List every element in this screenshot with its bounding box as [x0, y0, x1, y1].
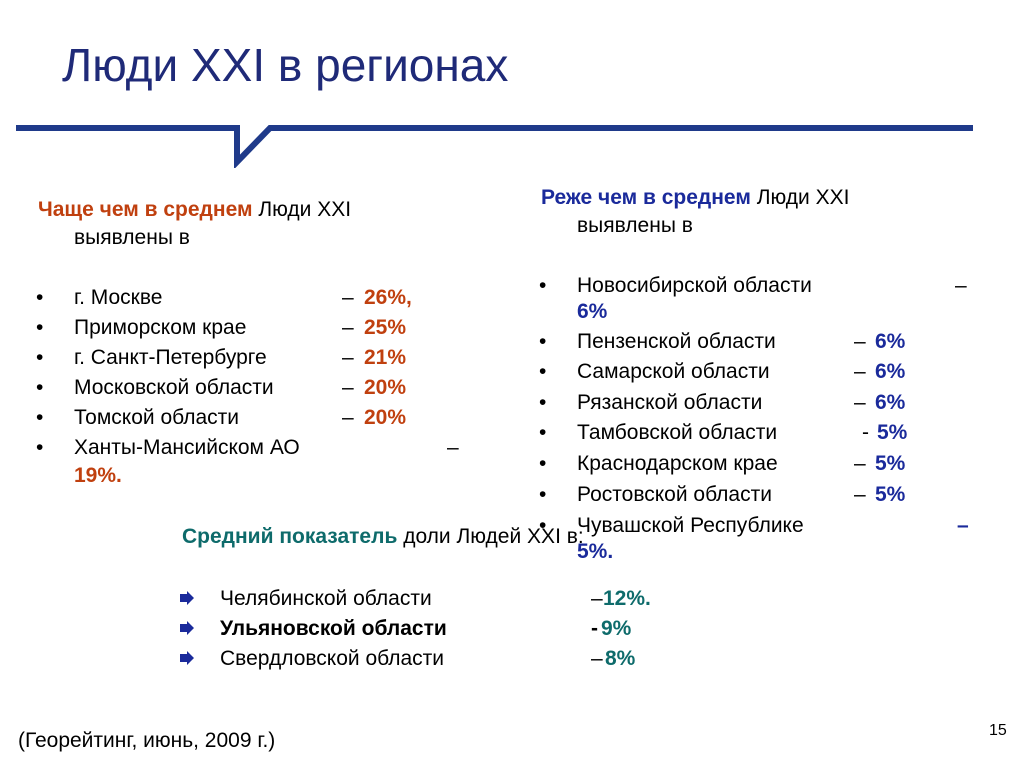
- list-item-value: 25%: [364, 316, 407, 339]
- list-item-dash: -: [591, 617, 598, 640]
- right-heading-rest: Люди XXI: [750, 186, 850, 209]
- title-divider: [16, 125, 973, 168]
- slide-title: Люди XXI в регионах: [62, 39, 509, 91]
- list-bullet: •: [36, 436, 44, 459]
- left-heading-line2: выявлены в: [74, 226, 190, 249]
- list-item-value: 6%: [875, 391, 906, 414]
- list-bullet: •: [36, 316, 44, 339]
- list-item-dash: –: [854, 391, 866, 414]
- list-item-name: Ханты-Мансийском АО: [74, 436, 300, 459]
- list-item-value: 5%: [875, 452, 906, 475]
- right-heading-line2: выявлены в: [577, 214, 693, 237]
- list-item-name: Московской области: [74, 376, 274, 399]
- list-item-dash: –: [955, 274, 967, 297]
- list-bullet: •: [539, 330, 547, 353]
- list-bullet: •: [539, 391, 547, 414]
- list-item-name: Свердловской области: [220, 647, 445, 670]
- list-item-value: 5%: [875, 483, 906, 506]
- middle-heading: Средний показатель доли Людей XXI в:: [182, 522, 584, 552]
- list-item-name: Самарской области: [577, 360, 770, 383]
- list-item-name: Ульяновской области: [220, 617, 447, 640]
- list-item-dash: –: [342, 286, 354, 309]
- list-item-name: Челябинской области: [220, 587, 432, 610]
- list-bullet: •: [539, 421, 547, 444]
- list-item-name: Новосибирской области: [577, 274, 812, 297]
- list-item-value: 8%: [605, 647, 636, 670]
- arrow-bullet-icon: [180, 591, 194, 605]
- list-item-name: г. Санкт-Петербурге: [74, 346, 267, 369]
- arrow-bullet-icon: [180, 621, 194, 635]
- list-item-value: 21%: [364, 346, 407, 369]
- list-item-name: Тамбовской области: [577, 421, 778, 444]
- list-item-name: Томской области: [74, 406, 240, 429]
- source-note: (Георейтинг, июнь, 2009 г.): [18, 729, 276, 752]
- list-item-dash: -: [862, 421, 869, 444]
- list-item-value: 20%: [364, 376, 407, 399]
- left-heading-bold: Чаще чем в среднем: [38, 198, 253, 221]
- list-item-value: 9%: [601, 617, 632, 640]
- list-item-dash: –: [342, 376, 354, 399]
- list-item-value: 19%.: [74, 464, 122, 487]
- list-item-dash: –: [342, 406, 354, 429]
- list-item-dash: –: [342, 316, 354, 339]
- list-item-name: Рязанской области: [577, 391, 763, 414]
- list-bullet: •: [539, 514, 547, 537]
- middle-heading-bold: Средний показатель: [182, 525, 398, 548]
- list-bullet: •: [36, 346, 44, 369]
- list-item-value: 26%,: [364, 286, 412, 309]
- right-heading-bold: Реже чем в среднем: [541, 186, 751, 209]
- list-item-dash: –: [342, 346, 354, 369]
- middle-heading-rest: доли Людей XXI в:: [397, 525, 584, 548]
- list-item-name: Пензенской области: [577, 330, 776, 353]
- list-item-value: 6%: [577, 300, 608, 323]
- list-item-name: Краснодарском крае: [577, 452, 778, 475]
- list-item-dash: –: [591, 647, 603, 670]
- list-bullet: •: [36, 406, 44, 429]
- list-item-value: 12%.: [603, 587, 651, 610]
- list-item-value: 20%: [364, 406, 407, 429]
- list-item-dash: –: [854, 360, 866, 383]
- list-bullet: •: [539, 360, 547, 383]
- list-item-name: г. Москве: [74, 286, 163, 309]
- list-item-dash: –: [447, 436, 459, 459]
- left-heading-rest: Люди XXI: [252, 198, 352, 221]
- list-bullet: •: [539, 274, 547, 297]
- list-bullet: •: [539, 452, 547, 475]
- list-item-value: 5%.: [577, 540, 614, 563]
- list-bullet: •: [36, 376, 44, 399]
- page-number: 15: [989, 722, 1007, 739]
- right-heading: Реже чем в среднем Люди XXI: [541, 183, 849, 213]
- list-item-name: Приморском крае: [74, 316, 247, 339]
- list-item-value: 6%: [875, 360, 906, 383]
- list-item-dash: –: [957, 514, 969, 537]
- list-item-dash: –: [591, 587, 603, 610]
- list-item-name: Ростовской области: [577, 483, 772, 506]
- list-item-dash: –: [854, 330, 866, 353]
- left-heading: Чаще чем в среднем Люди XXI: [38, 195, 351, 225]
- arrow-bullet-icon: [180, 651, 194, 665]
- list-bullet: •: [539, 483, 547, 506]
- list-item-name: Чувашской Республике: [577, 514, 804, 537]
- list-item-dash: –: [854, 483, 866, 506]
- list-bullet: •: [36, 286, 44, 309]
- list-item-dash: –: [854, 452, 866, 475]
- list-item-value: 5%: [877, 421, 908, 444]
- list-item-value: 6%: [875, 330, 906, 353]
